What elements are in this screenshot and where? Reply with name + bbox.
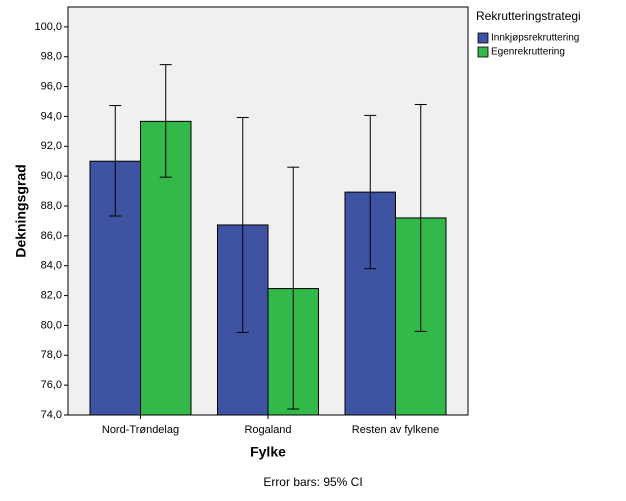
y-axis-label: Dekningsgrad [13,164,29,257]
y-tick-label: 90,0 [41,170,62,182]
footnote: Error bars: 95% CI [263,475,362,489]
y-tick-label: 86,0 [41,230,62,242]
y-tick-label: 74,0 [41,409,62,421]
legend-label: Egenrekruttering [491,47,565,58]
y-tick-label: 92,0 [41,140,62,152]
y-tick-label: 82,0 [41,289,62,301]
y-tick-label: 98,0 [41,51,62,63]
legend-swatch [477,32,489,44]
x-tick-label: Nord-Trøndelag [102,424,179,436]
y-tick-label: 84,0 [41,260,62,272]
legend-label: Innkjøpsrekruttering [491,33,579,44]
y-tick-label: 88,0 [41,200,62,212]
legend-swatch [477,46,489,58]
x-axis-label: Fylke [250,444,286,460]
x-tick-label: Resten av fylkene [352,424,439,436]
y-tick-label: 80,0 [41,319,62,331]
y-tick-label: 96,0 [41,80,62,92]
y-tick-label: 100,0 [34,21,62,33]
y-tick-label: 78,0 [41,349,62,361]
x-tick-label: Rogaland [244,424,291,436]
y-tick-label: 94,0 [41,110,62,122]
legend-title: Rekrutteringstrategi [476,9,581,23]
y-tick-label: 76,0 [41,379,62,391]
